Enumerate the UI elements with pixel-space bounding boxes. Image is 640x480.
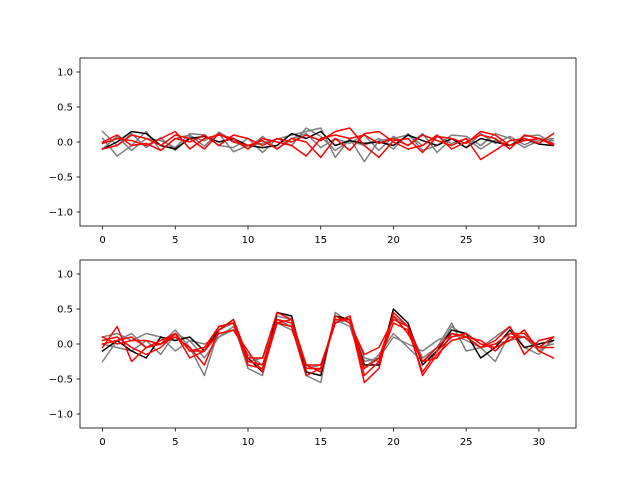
x-tick-label: 10 [242,437,255,448]
y-tick-label: 0.0 [57,138,73,149]
x-tick-label: 0 [99,235,105,246]
series-line-7 [101,130,555,159]
y-tick-label: −0.5 [49,375,73,386]
y-tick-label: 0.5 [57,103,73,114]
series-group [101,308,555,384]
x-tick-label: 20 [387,235,400,246]
x-tick-label: 25 [460,437,473,448]
subplot-2: 0 5 10 15 20 25 30 −1.0 −0.5 0.0 0.5 1.0 [49,259,577,448]
x-tick-label: 30 [533,235,546,246]
x-tick-label: 10 [242,235,255,246]
series-group [101,127,555,163]
x-tick-label: 25 [460,235,473,246]
y-tick-label: 0.5 [57,305,73,316]
series-line-3 [101,127,555,154]
y-tick-label: −1.0 [49,208,73,219]
x-tick-label: 15 [314,437,327,448]
series-line-4 [101,130,555,151]
subplot-1: 0 5 10 15 20 25 30 −1.0 −0.5 0.0 0.5 1.0 [49,57,577,246]
x-tick-label: 20 [387,437,400,448]
y-tick-label: −1.0 [49,410,73,421]
x-tick-label: 5 [172,235,178,246]
y-tick-label: 0.0 [57,340,73,351]
y-tick-label: 1.0 [57,270,73,281]
x-tick-label: 0 [99,437,105,448]
x-tick-label: 30 [533,437,546,448]
series-line-6 [101,127,555,159]
y-tick-label: −0.5 [49,173,73,184]
series-line-8 [101,315,555,377]
x-tick-label: 15 [314,235,327,246]
y-tick-label: 1.0 [57,68,73,79]
x-tick-label: 5 [172,437,178,448]
